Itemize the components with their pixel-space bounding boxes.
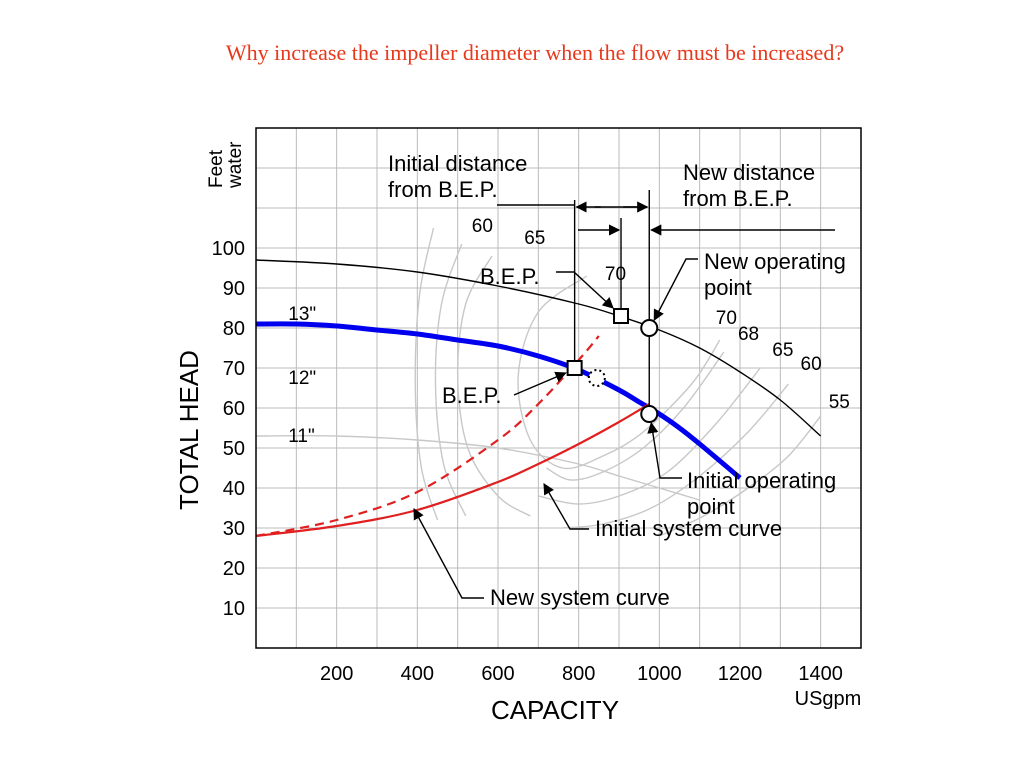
efficiency-label: 55 <box>829 392 850 413</box>
y-tick-label: 50 <box>223 438 245 460</box>
efficiency-contour <box>538 367 761 505</box>
x-tick-label: 200 <box>320 663 353 685</box>
new-operating-point-leader <box>653 258 698 321</box>
bep-lower-label: B.E.P. <box>442 383 502 408</box>
grid-lines <box>256 128 861 648</box>
initial-system-curve-leader <box>543 483 589 530</box>
efficiency-label: 65 <box>524 228 545 249</box>
y-tick-label: 60 <box>223 398 245 420</box>
efficiency-contour <box>562 383 789 529</box>
initial-distance-label: Initial distance <box>388 151 527 176</box>
y-tick-label: 20 <box>223 558 245 580</box>
efficiency-contour <box>414 227 439 521</box>
y-tick-label: 90 <box>223 278 245 300</box>
impeller-label: 13" <box>288 304 316 325</box>
bep-upper-leader <box>556 271 614 309</box>
y-axis-unit: Feet <box>206 149 227 188</box>
initial-operating-point-label: Initial operating <box>687 468 836 493</box>
x-tick-label: 800 <box>562 663 595 685</box>
efficiency-contour <box>434 243 467 517</box>
x-axis-unit: USgpm <box>795 688 862 710</box>
plot-frame <box>255 127 862 649</box>
axes: 200 400 600 800 1000 1200 1400 10 20 30 40 50 60 70 80… <box>174 141 861 725</box>
x-tick-label: 600 <box>481 663 514 685</box>
y-tick-label: 70 <box>223 358 245 380</box>
x-tick-label: 400 <box>401 663 434 685</box>
impeller-curve-12in <box>255 321 742 480</box>
new-operating-point-label: New operating <box>704 249 846 274</box>
y-tick-label: 40 <box>223 478 245 500</box>
impeller-curve-13in <box>255 259 822 437</box>
data-points <box>566 308 659 423</box>
y-axis-unit: water <box>225 141 246 189</box>
bep-marker <box>613 308 630 324</box>
slide-title: Why increase the impeller diameter when … <box>225 40 845 65</box>
new-operating-point-label: point <box>704 275 752 300</box>
data-series: 13" 12" 11" <box>255 259 822 538</box>
y-tick-label: 100 <box>212 238 245 260</box>
new-system-curve-label: New system curve <box>490 585 670 610</box>
impeller-label: 12" <box>288 368 316 389</box>
bep-marker <box>566 360 583 376</box>
efficiency-label: 70 <box>716 308 737 329</box>
x-tick-label: 1200 <box>718 663 763 685</box>
initial-operating-point-label: point <box>687 494 735 519</box>
operating-point-marker <box>640 319 659 337</box>
efficiency-label: 70 <box>605 264 626 285</box>
efficiency-label: 60 <box>472 216 493 237</box>
new-system-curve-leader <box>413 508 484 599</box>
x-axis-label: CAPACITY <box>491 695 619 725</box>
new-distance-label: from B.E.P. <box>683 186 793 211</box>
initial-distance-label: from B.E.P. <box>388 177 498 202</box>
efficiency-label: 68 <box>738 324 759 345</box>
new-distance-label: New distance <box>683 160 815 185</box>
y-tick-label: 10 <box>223 598 245 620</box>
bep-lower-leader <box>513 371 567 396</box>
intersection-marker <box>587 369 606 387</box>
efficiency-label: 65 <box>772 340 793 361</box>
efficiency-contour <box>546 351 725 481</box>
efficiency-contour <box>456 255 531 517</box>
y-axis-label: TOTAL HEAD <box>174 350 204 510</box>
initial-system-curve-label: Initial system curve <box>595 516 782 541</box>
y-tick-label: 80 <box>223 318 245 340</box>
impeller-label: 11" <box>288 426 314 447</box>
x-tick-label: 1000 <box>637 663 682 685</box>
efficiency-contour <box>517 275 721 470</box>
bep-upper-label: B.E.P. <box>480 264 540 289</box>
x-tick-label: 1400 <box>798 663 843 685</box>
impeller-curve-11in <box>255 434 700 501</box>
efficiency-label: 60 <box>801 354 822 375</box>
efficiency-contour <box>659 415 822 537</box>
y-tick-label: 30 <box>223 518 245 540</box>
operating-point-marker <box>640 405 659 423</box>
initial-operating-point-leader <box>647 421 682 479</box>
initial-system-curve <box>255 403 650 538</box>
